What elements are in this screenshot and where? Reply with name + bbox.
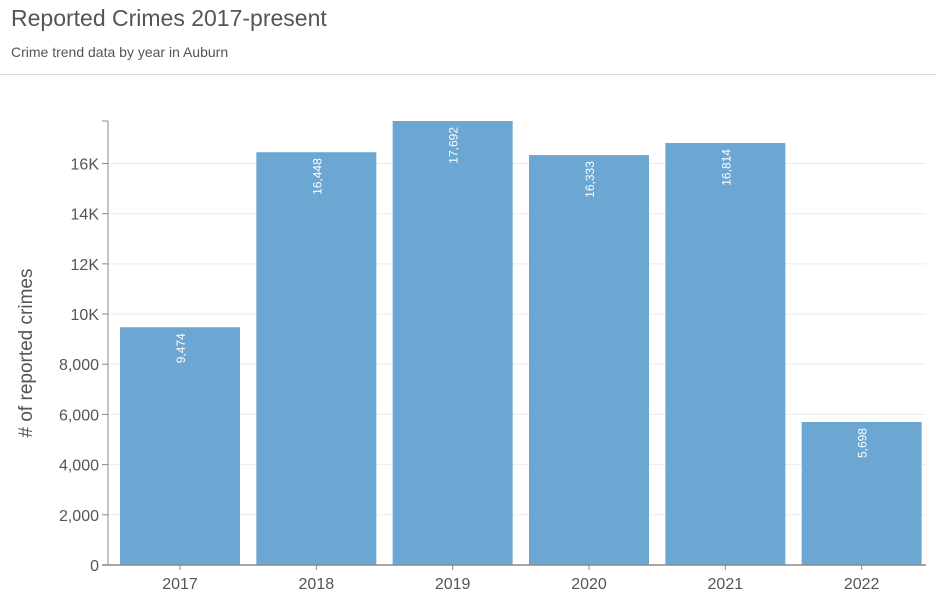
bar[interactable] xyxy=(120,327,240,565)
y-tick-label: 6,000 xyxy=(59,407,99,424)
x-tick-label: 2022 xyxy=(844,576,880,593)
y-axis-ticks: 0 2,000 4,000 6,000 8,000 10K 12K 14K 16K xyxy=(59,156,108,575)
y-tick-label: 8,000 xyxy=(59,357,99,374)
bar[interactable] xyxy=(665,143,786,565)
page-subtitle: Crime trend data by year in Auburn xyxy=(11,44,229,60)
bar-value-label: 16,814 xyxy=(719,149,733,186)
gridlines xyxy=(108,162,926,516)
bar[interactable] xyxy=(392,121,513,565)
y-axis-label: # of reported crimes xyxy=(16,269,37,438)
y-tick-label: 12K xyxy=(71,257,100,274)
y-tick-label: 14K xyxy=(71,207,100,224)
y-tick-label: 16K xyxy=(71,156,100,173)
y-tick-label: 0 xyxy=(90,558,99,575)
bar-series xyxy=(120,121,922,565)
bar[interactable] xyxy=(801,422,922,565)
x-tick-label: 2019 xyxy=(435,576,471,593)
x-tick-label: 2021 xyxy=(708,576,744,593)
page-title: Reported Crimes 2017-present xyxy=(11,5,327,31)
bar-value-label: 16,448 xyxy=(310,158,324,195)
chart-header: Reported Crimes 2017-present Crime trend… xyxy=(0,0,936,75)
axes xyxy=(102,120,926,566)
bar-value-labels: 9,474 16,448 17,692 16,333 16,814 5,698 xyxy=(174,127,870,458)
bar-value-label: 16,333 xyxy=(583,161,597,198)
bar-value-label: 9,474 xyxy=(174,333,188,363)
bar-value-label: 17,692 xyxy=(447,127,461,164)
x-tick-label: 2020 xyxy=(571,576,607,593)
x-tick-label: 2017 xyxy=(162,576,198,593)
y-tick-label: 4,000 xyxy=(59,458,99,475)
y-tick-label: 2,000 xyxy=(59,508,99,525)
x-axis-ticks: 2017 2018 2019 2020 2021 2022 xyxy=(162,565,880,593)
bar[interactable] xyxy=(256,152,377,565)
bar[interactable] xyxy=(529,155,649,565)
bar-value-label: 5,698 xyxy=(856,428,870,458)
x-tick-label: 2018 xyxy=(299,576,335,593)
y-tick-label: 10K xyxy=(71,307,100,324)
